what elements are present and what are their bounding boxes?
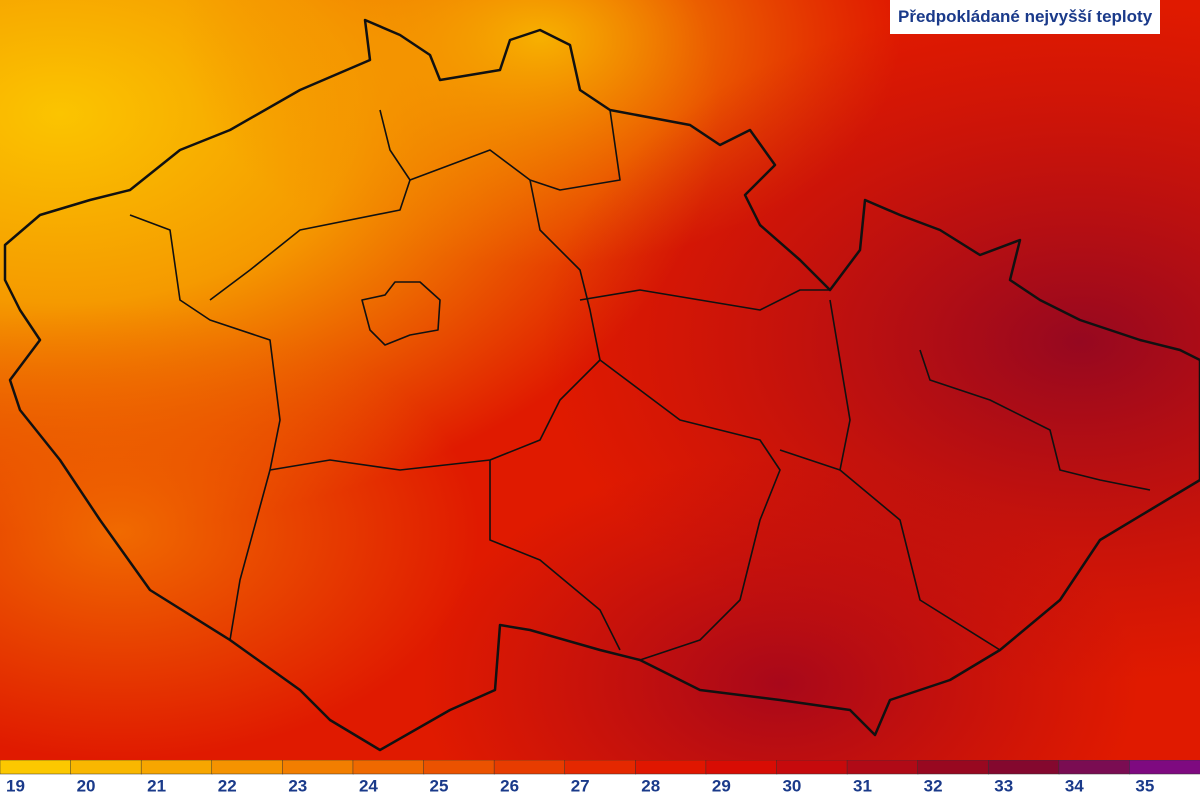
legend-label: 28 [641, 776, 660, 795]
legend-swatch [917, 760, 989, 775]
legend-swatch [705, 760, 778, 775]
region-border [489, 460, 621, 651]
legend-label: 33 [994, 776, 1013, 795]
map [0, 0, 1200, 760]
legend-swatch [282, 760, 354, 775]
legend-swatch [776, 760, 848, 775]
legend-label: 21 [147, 776, 166, 795]
legend-label: 23 [288, 776, 307, 795]
legend-swatch [635, 760, 707, 775]
map-title: Předpokládané nejvyšší teploty [890, 0, 1161, 34]
legend-label: 22 [218, 776, 237, 795]
legend-label: 34 [1065, 776, 1084, 795]
legend-swatch [423, 760, 495, 775]
legend-swatch [846, 760, 919, 775]
legend-swatch [352, 760, 425, 775]
region-border [129, 214, 281, 641]
capital-border [361, 281, 441, 346]
legend: 19 20 21 22 23 24 25 26 27 28 29 30 31 32 33 34 35 [0, 760, 1200, 800]
country-border [3, 18, 1200, 752]
legend-swatch [1129, 760, 1200, 775]
region-border [209, 179, 411, 301]
legend-swatch [987, 760, 1060, 775]
legend-swatch [211, 760, 284, 775]
region-border [579, 289, 830, 311]
legend-label: 31 [853, 776, 872, 795]
legend-label: 29 [712, 776, 731, 795]
legend-label: 30 [782, 776, 801, 795]
legend-label: 26 [500, 776, 519, 795]
legend-swatch [140, 760, 213, 775]
legend-label: 19 [6, 776, 25, 795]
legend-label: 35 [1135, 776, 1154, 795]
legend-label: 25 [430, 776, 449, 795]
legend-swatch [1058, 760, 1131, 775]
legend-label: 20 [77, 776, 96, 795]
legend-label: 27 [571, 776, 590, 795]
region-border [379, 109, 621, 191]
region-border [779, 449, 841, 471]
legend-swatch [564, 760, 637, 775]
legend-label: 24 [359, 776, 378, 795]
region-border [599, 359, 781, 661]
legend-label: 32 [924, 776, 943, 795]
legend-swatch [70, 760, 142, 775]
legend-swatch [0, 760, 72, 775]
hot-area [0, 0, 1200, 760]
region-border [269, 179, 601, 471]
legend-swatch [493, 760, 566, 775]
region-border [919, 349, 1151, 491]
